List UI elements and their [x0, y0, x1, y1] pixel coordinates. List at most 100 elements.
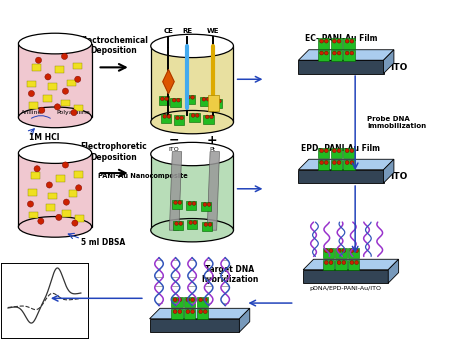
- Circle shape: [173, 310, 177, 313]
- Text: RE: RE: [182, 28, 192, 34]
- Ellipse shape: [151, 218, 234, 242]
- Text: EPD- PANI-Au Film: EPD- PANI-Au Film: [301, 144, 381, 153]
- Circle shape: [350, 261, 354, 265]
- Circle shape: [350, 39, 354, 43]
- Circle shape: [191, 96, 194, 99]
- Circle shape: [337, 249, 341, 253]
- FancyBboxPatch shape: [343, 38, 355, 49]
- Circle shape: [213, 99, 217, 103]
- FancyBboxPatch shape: [171, 309, 182, 319]
- FancyBboxPatch shape: [197, 309, 208, 319]
- Ellipse shape: [18, 216, 91, 237]
- Ellipse shape: [151, 34, 234, 58]
- Text: pDNA/EPD-PANI-Au/ITO: pDNA/EPD-PANI-Au/ITO: [310, 286, 382, 291]
- FancyBboxPatch shape: [318, 148, 329, 158]
- FancyBboxPatch shape: [197, 297, 208, 307]
- Circle shape: [355, 249, 358, 253]
- Polygon shape: [299, 60, 383, 74]
- Text: ITO: ITO: [391, 63, 408, 72]
- Polygon shape: [303, 270, 388, 283]
- FancyBboxPatch shape: [187, 220, 197, 229]
- Circle shape: [350, 161, 354, 164]
- Polygon shape: [388, 259, 399, 283]
- Ellipse shape: [18, 107, 91, 128]
- Circle shape: [319, 161, 323, 164]
- FancyBboxPatch shape: [343, 50, 355, 61]
- Circle shape: [189, 221, 192, 224]
- Circle shape: [178, 201, 182, 205]
- Circle shape: [324, 51, 328, 55]
- Text: Pt: Pt: [209, 147, 215, 152]
- Circle shape: [342, 249, 346, 253]
- FancyBboxPatch shape: [318, 50, 329, 61]
- Circle shape: [329, 249, 333, 253]
- Text: Polyaniline: Polyaniline: [56, 110, 90, 114]
- Polygon shape: [151, 154, 234, 230]
- Ellipse shape: [151, 142, 234, 166]
- Circle shape: [324, 161, 328, 164]
- FancyBboxPatch shape: [348, 248, 359, 258]
- Circle shape: [324, 261, 328, 265]
- Circle shape: [337, 39, 341, 43]
- FancyBboxPatch shape: [189, 113, 200, 122]
- FancyBboxPatch shape: [330, 160, 342, 170]
- Circle shape: [337, 51, 341, 55]
- Circle shape: [192, 202, 196, 205]
- FancyBboxPatch shape: [201, 202, 211, 211]
- Circle shape: [28, 90, 35, 97]
- FancyBboxPatch shape: [348, 260, 359, 270]
- Circle shape: [71, 110, 77, 116]
- Circle shape: [337, 149, 341, 153]
- FancyBboxPatch shape: [28, 189, 37, 196]
- Circle shape: [203, 310, 207, 313]
- Circle shape: [163, 114, 166, 118]
- Circle shape: [174, 201, 177, 205]
- Text: 5 ml DBSA: 5 ml DBSA: [81, 238, 125, 247]
- FancyBboxPatch shape: [322, 260, 334, 270]
- Circle shape: [207, 203, 211, 206]
- Circle shape: [205, 115, 209, 119]
- FancyBboxPatch shape: [48, 193, 57, 199]
- Polygon shape: [151, 46, 234, 122]
- Circle shape: [64, 199, 70, 205]
- Circle shape: [345, 161, 349, 164]
- FancyBboxPatch shape: [69, 190, 77, 197]
- Circle shape: [191, 298, 194, 302]
- Polygon shape: [239, 308, 250, 332]
- Circle shape: [350, 149, 354, 153]
- Circle shape: [56, 214, 62, 221]
- Circle shape: [63, 88, 69, 94]
- Circle shape: [177, 98, 180, 102]
- Circle shape: [186, 310, 190, 313]
- Text: ITO: ITO: [169, 147, 180, 152]
- Circle shape: [203, 298, 207, 302]
- FancyBboxPatch shape: [171, 297, 182, 307]
- Circle shape: [27, 201, 34, 207]
- Circle shape: [210, 115, 213, 119]
- Circle shape: [46, 182, 53, 188]
- Circle shape: [180, 116, 183, 120]
- FancyBboxPatch shape: [74, 104, 83, 111]
- Circle shape: [319, 51, 323, 55]
- Circle shape: [63, 162, 69, 168]
- Circle shape: [332, 161, 336, 164]
- Circle shape: [199, 310, 202, 313]
- FancyBboxPatch shape: [208, 96, 219, 111]
- FancyBboxPatch shape: [343, 160, 355, 170]
- Polygon shape: [299, 170, 383, 183]
- Circle shape: [324, 149, 328, 153]
- Circle shape: [175, 222, 178, 225]
- FancyBboxPatch shape: [31, 172, 40, 179]
- FancyBboxPatch shape: [73, 62, 82, 69]
- FancyBboxPatch shape: [318, 160, 329, 170]
- Text: Probe DNA
immobilization: Probe DNA immobilization: [367, 116, 426, 129]
- FancyBboxPatch shape: [158, 96, 169, 105]
- FancyBboxPatch shape: [330, 148, 342, 158]
- Circle shape: [355, 261, 358, 265]
- Ellipse shape: [18, 143, 91, 163]
- Circle shape: [345, 39, 349, 43]
- Circle shape: [173, 298, 177, 302]
- Polygon shape: [383, 50, 394, 74]
- FancyBboxPatch shape: [55, 66, 64, 73]
- FancyBboxPatch shape: [74, 171, 83, 178]
